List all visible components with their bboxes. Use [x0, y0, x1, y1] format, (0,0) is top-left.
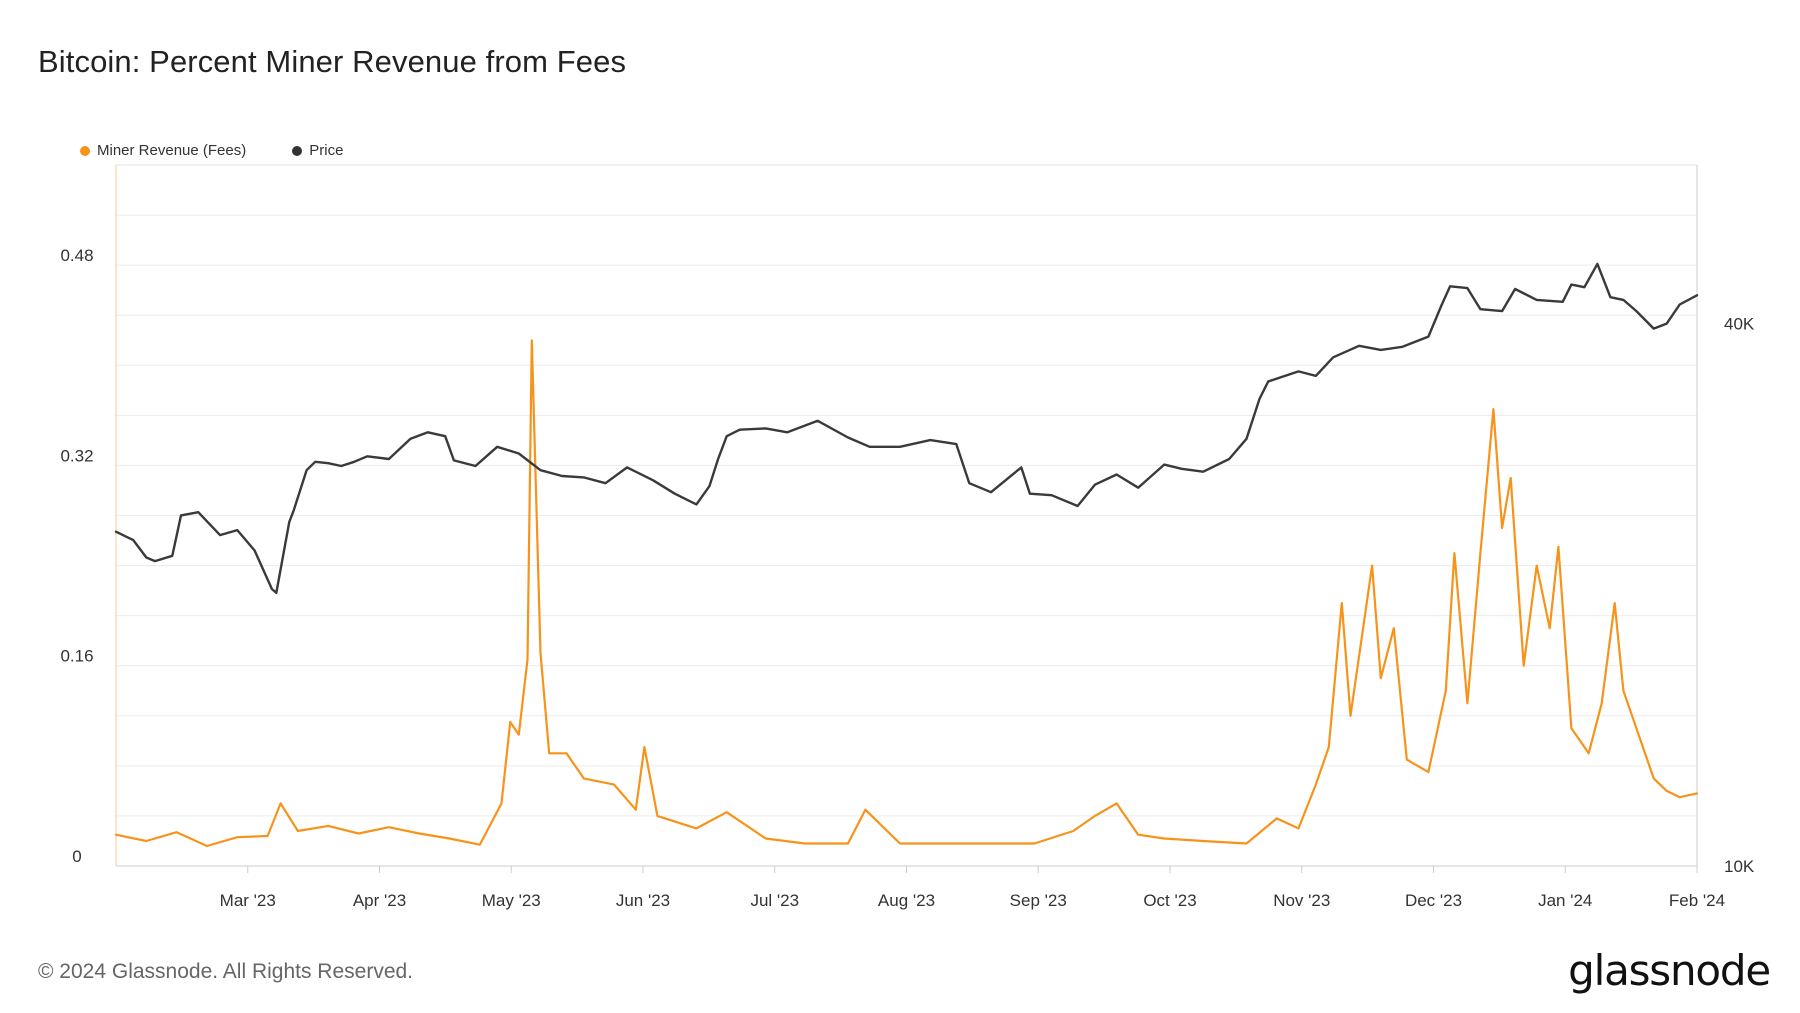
- y-left-tick-label-3: 0.48: [60, 246, 93, 265]
- legend-label-fees: Miner Revenue (Fees): [97, 142, 247, 159]
- legend-dot-price: [292, 145, 303, 156]
- y-right-tick-label-0: 10K: [1724, 857, 1755, 876]
- y-left-tick-label-0: 0: [72, 847, 81, 866]
- y-right-tick-label-1: 40K: [1724, 315, 1755, 334]
- legend-dot-fees: [80, 145, 90, 156]
- x-tick-label-2: May '23: [482, 891, 541, 910]
- legend-item-fees[interactable]: Miner Revenue (Fees): [80, 142, 246, 159]
- x-tick-label-9: Dec '23: [1405, 891, 1462, 910]
- x-tick-label-4: Jul '23: [750, 891, 799, 910]
- x-tick-label-7: Oct '23: [1143, 891, 1196, 910]
- chart-legend: Miner Revenue (Fees) Price: [80, 142, 343, 159]
- chart-title: Bitcoin: Percent Miner Revenue from Fees: [38, 44, 627, 79]
- x-tick-label-5: Aug '23: [878, 891, 935, 910]
- legend-item-price[interactable]: Price: [292, 142, 343, 159]
- x-tick-label-10: Jan '24: [1538, 891, 1592, 910]
- x-tick-label-8: Nov '23: [1273, 891, 1330, 910]
- x-tick-label-11: Feb '24: [1669, 891, 1725, 910]
- x-tick-label-6: Sep '23: [1010, 891, 1067, 910]
- x-tick-label-0: Mar '23: [220, 891, 276, 910]
- series-line-miner-revenue-fees: [114, 339, 1699, 848]
- x-tick-label-1: Apr '23: [353, 891, 406, 910]
- x-tick-label-3: Jun '23: [616, 891, 670, 910]
- glassnode-logo: glassnode: [1568, 946, 1771, 995]
- series-line-price: [114, 262, 1699, 595]
- y-left-tick-label-1: 0.16: [60, 647, 93, 666]
- legend-label-price: Price: [309, 142, 344, 159]
- y-left-tick-label-2: 0.32: [60, 446, 93, 465]
- copyright-footer: © 2024 Glassnode. All Rights Reserved.: [38, 960, 414, 983]
